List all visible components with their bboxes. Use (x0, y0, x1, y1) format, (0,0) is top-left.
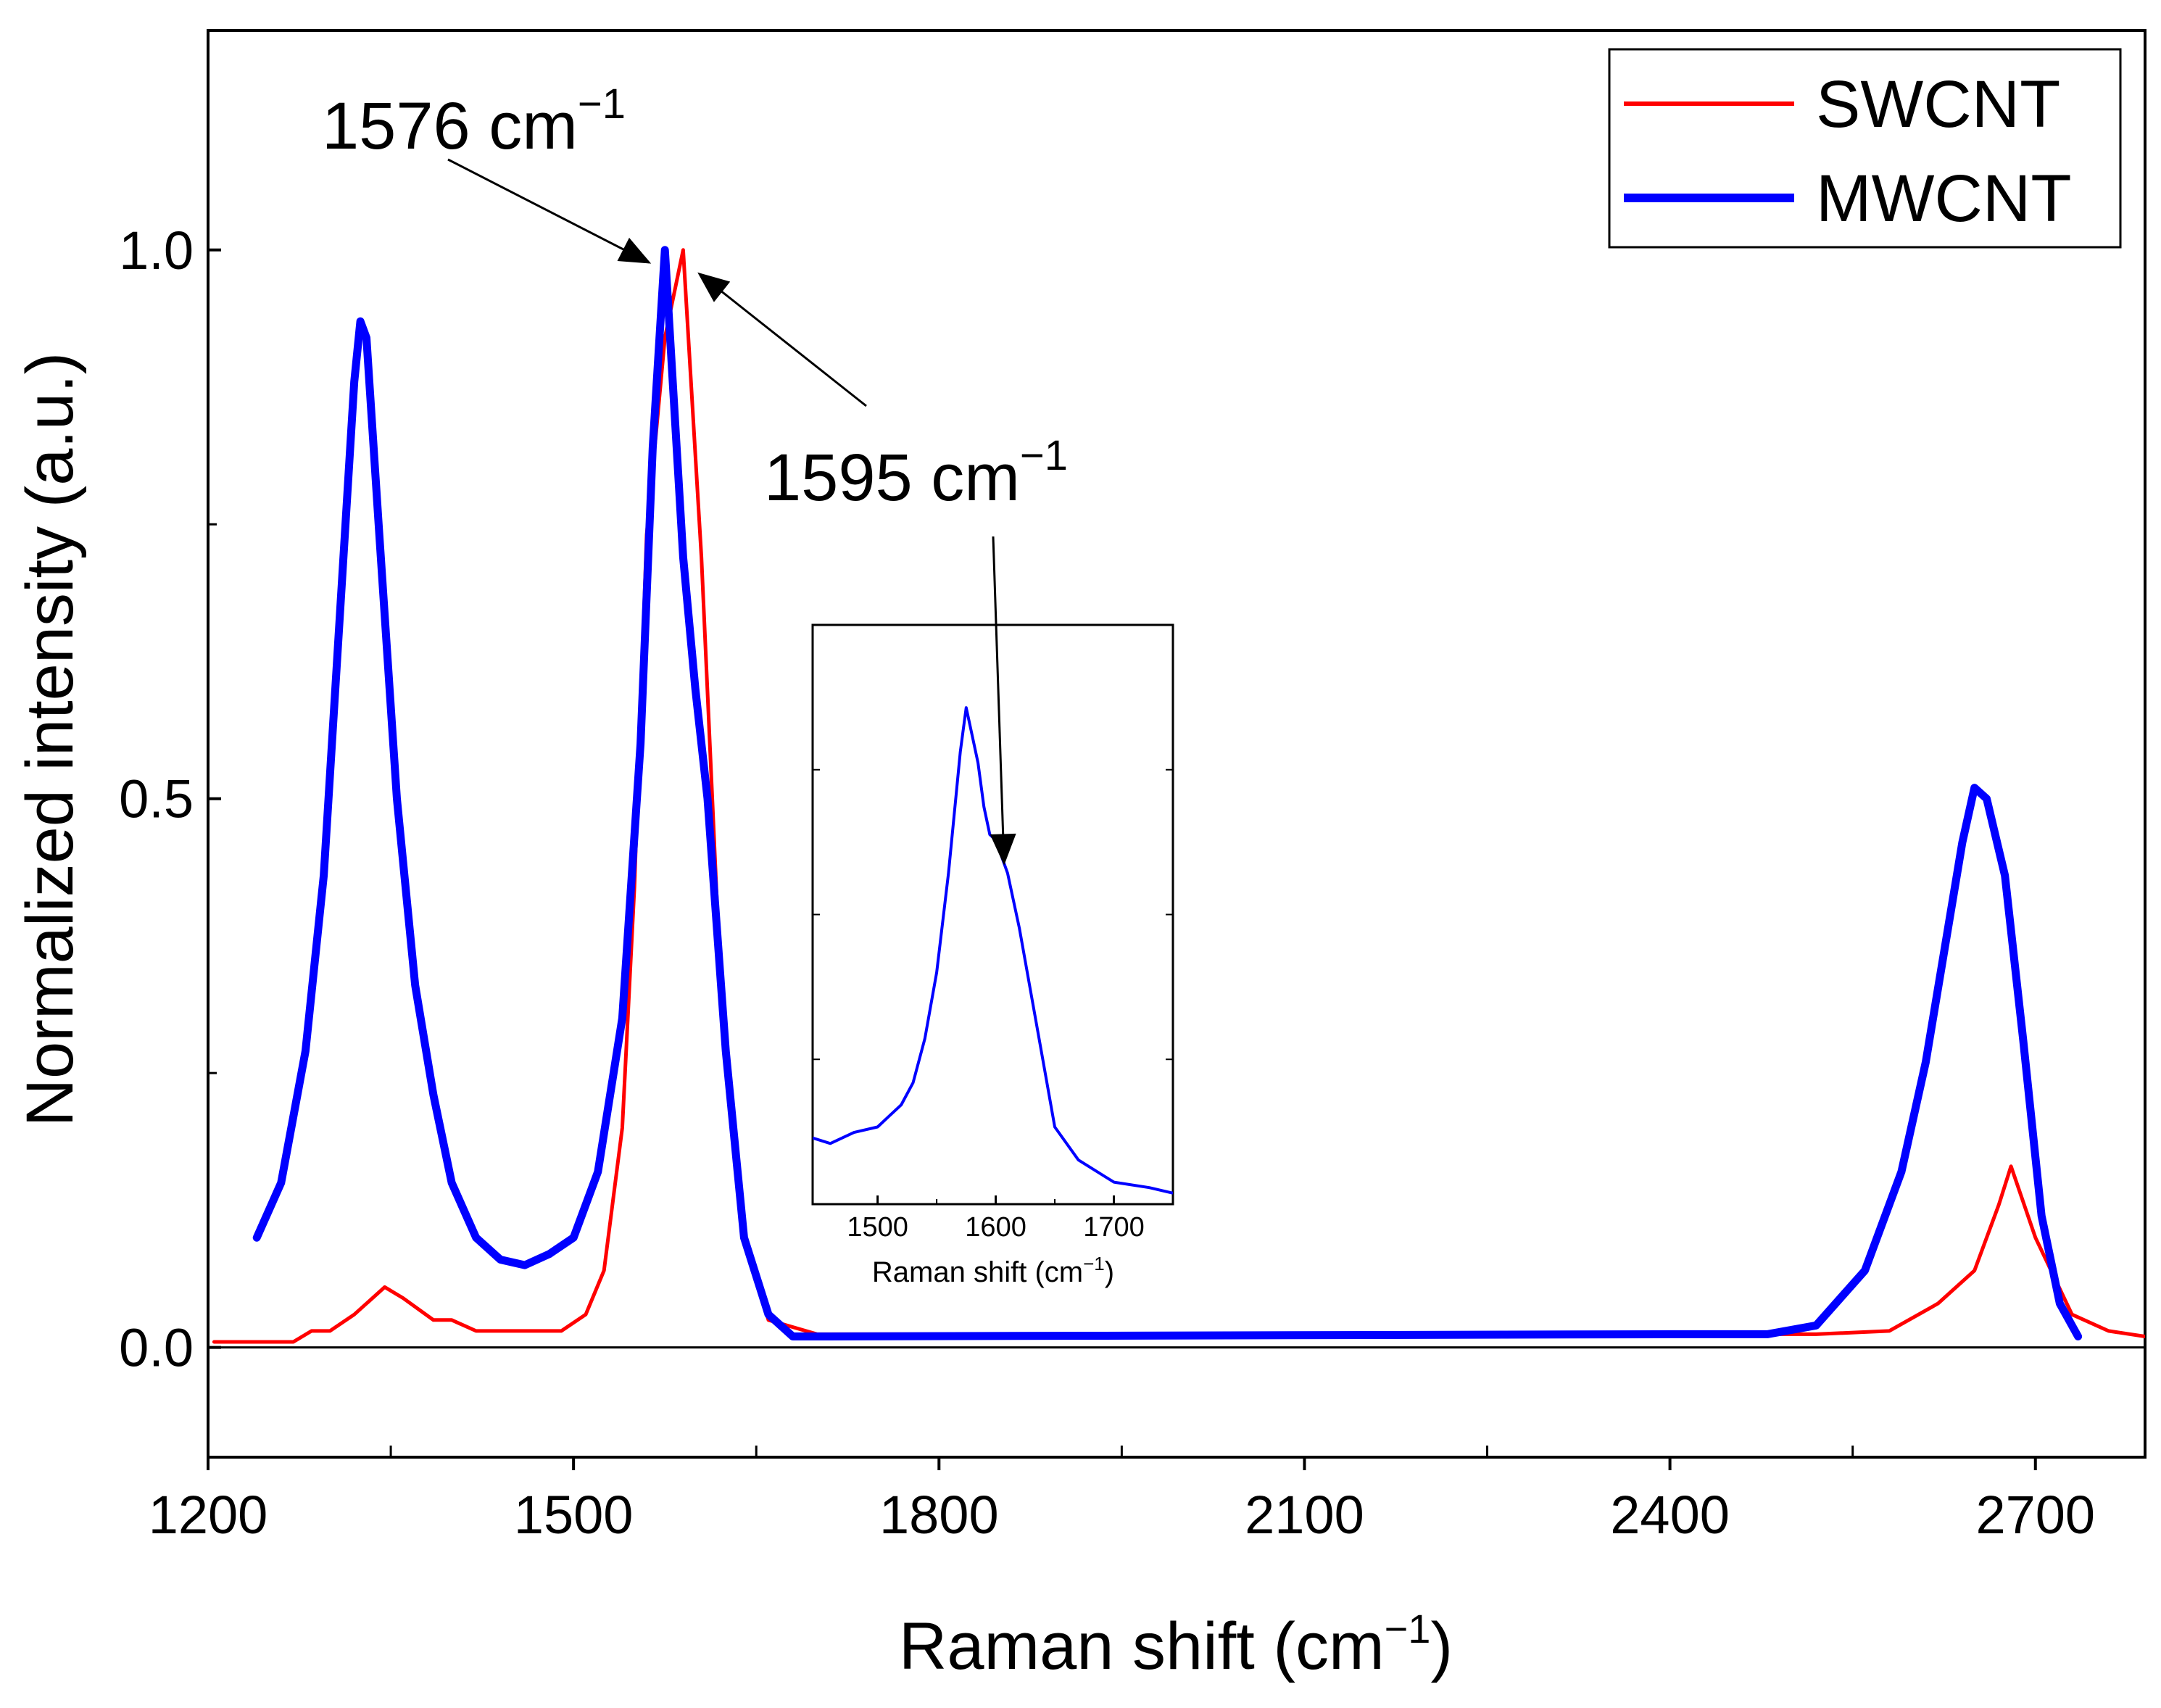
inset-x-tick-label-1700: 1700 (1083, 1212, 1145, 1243)
legend-box (1608, 48, 2122, 249)
main-plot-area: 1200 1500 1800 2100 2400 2700 0.0 0.5 1.0 (119, 29, 2147, 1545)
inset-frame (811, 623, 1174, 1206)
x-axis-label: Raman shift (cm−1) (899, 1606, 1453, 1683)
annotation-1595: 1595 cm−1 (764, 432, 1068, 515)
x-tick-label-1500: 1500 (514, 1485, 634, 1545)
x-tick-label-2100: 2100 (1245, 1485, 1364, 1545)
y-tick-label-1: 0.5 (119, 769, 194, 829)
x-tick-label-2400: 2400 (1610, 1485, 1730, 1545)
inset-x-tick-label-1500: 1500 (847, 1212, 908, 1243)
inset-axis-ticks: 1500 1600 1700 (813, 768, 1173, 1243)
y-tick-label-0: 0.0 (119, 1318, 194, 1378)
x-tick-label-1800: 1800 (879, 1485, 999, 1545)
inset-x-tick-label-1600: 1600 (965, 1212, 1026, 1243)
inset-plot: 1500 1600 1700 Raman shift (cm−1) (811, 623, 1174, 1288)
arrow-1595-main (697, 272, 867, 407)
inset-x-axis-label: Raman shift (cm−1) (872, 1253, 1114, 1288)
x-axis-ticks: 1200 1500 1800 2100 2400 2700 (149, 1446, 2095, 1545)
series-layer (212, 246, 2145, 1344)
legend-label-mwcnt: MWCNT (1816, 162, 2072, 236)
plot-frame (207, 29, 2147, 1459)
x-tick-label-2700: 2700 (1975, 1485, 2095, 1545)
arrow-1595-inset (990, 536, 1016, 866)
series-line-swcnt (212, 248, 2145, 1344)
y-axis-ticks: 0.0 0.5 1.0 (119, 220, 221, 1378)
inset-series-layer (813, 706, 1173, 1195)
y-axis-label: Normalized intensity (a.u.) (13, 352, 87, 1127)
legend-label-swcnt: SWCNT (1816, 67, 2060, 141)
inset-series-line-mwcnt (813, 706, 1173, 1195)
annotation-1576: 1576 cm−1 (322, 80, 626, 163)
annotations: 1576 cm−1 1595 cm−1 (322, 80, 1068, 515)
series-line-mwcnt (252, 246, 2083, 1340)
legend: SWCNT MWCNT (1608, 48, 2122, 249)
y-tick-label-2: 1.0 (119, 220, 194, 281)
x-tick-label-1200: 1200 (149, 1485, 268, 1545)
arrow-1576 (447, 158, 652, 264)
